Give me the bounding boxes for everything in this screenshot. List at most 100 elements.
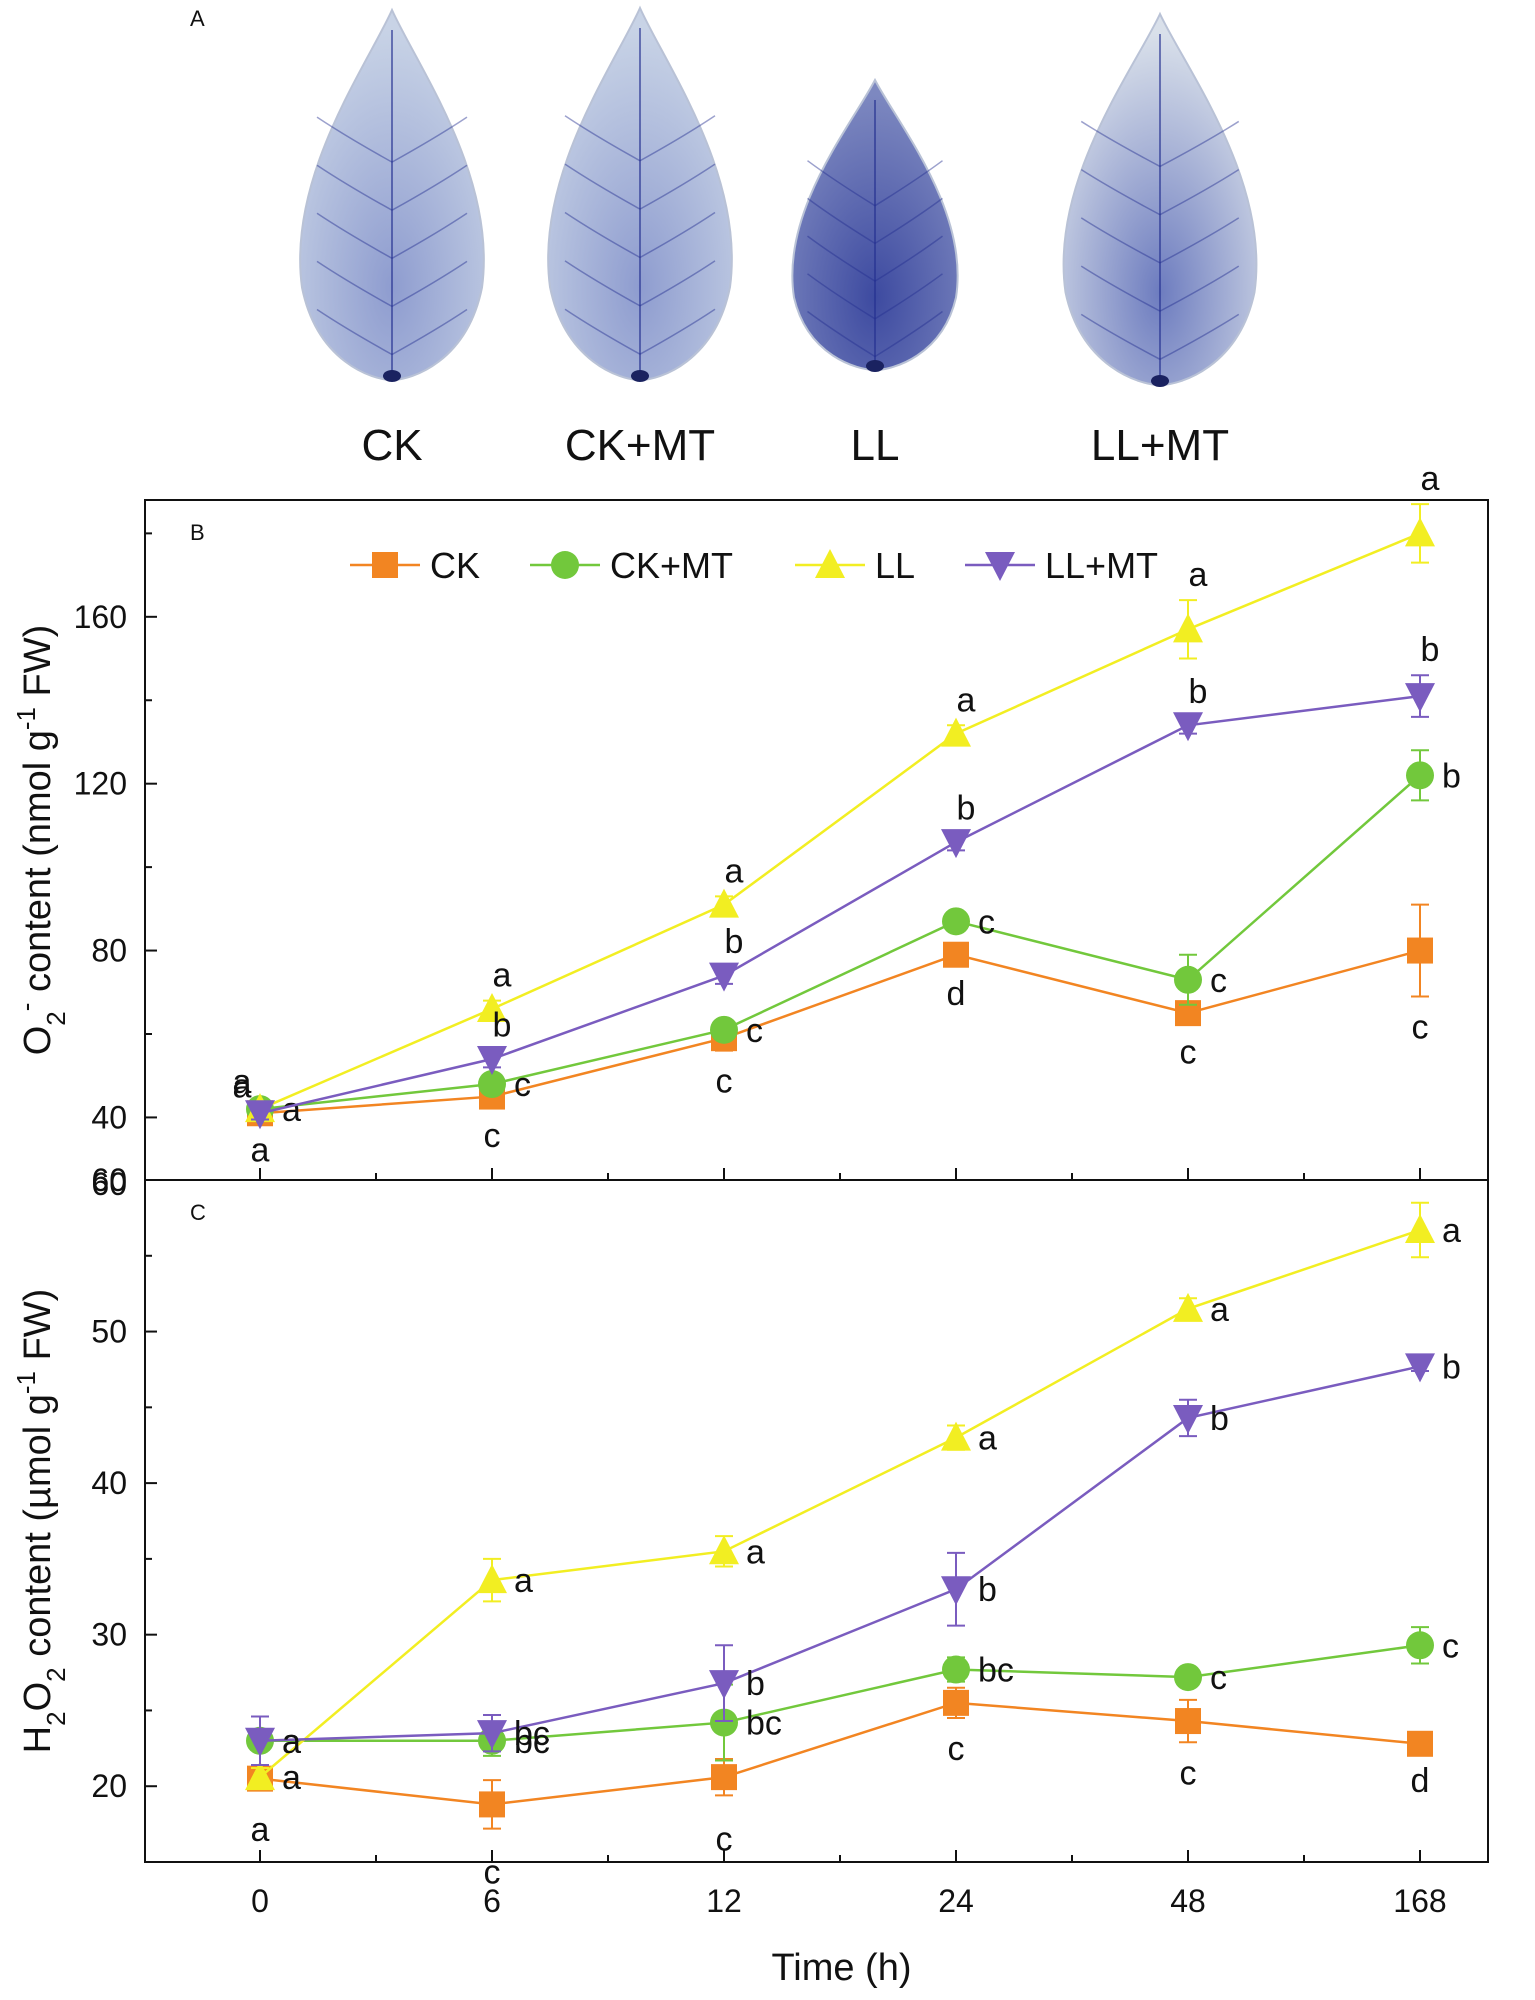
significance-letter: a: [1442, 1212, 1461, 1250]
series-line: [259, 1228, 1421, 1779]
leaf-vein: [391, 308, 468, 356]
significance-letter: b: [493, 1007, 512, 1045]
leaf-vein: [1080, 217, 1161, 264]
significance-letter: c: [716, 1820, 733, 1858]
leaf-vein: [316, 116, 393, 163]
leaf-vein: [874, 197, 943, 245]
leaf-petiole: [866, 360, 884, 372]
significance-letter: c: [1180, 1754, 1197, 1792]
y-tick-label: 30: [91, 1617, 127, 1653]
y-tick-label: 80: [91, 933, 127, 969]
legend-label: LL+MT: [1045, 545, 1158, 586]
series-line: [260, 1644, 1421, 1743]
significance-letter: a: [282, 1759, 301, 1797]
legend-label: CK: [430, 545, 480, 586]
significance-letter: a: [233, 1063, 252, 1101]
data-point: [1406, 761, 1434, 790]
y-tick-label: 40: [91, 1099, 127, 1135]
legend-item: CK+MT: [530, 545, 733, 586]
significance-letter: a: [282, 1723, 301, 1761]
leaf-vein: [874, 310, 943, 358]
significance-letter: d: [1411, 1762, 1430, 1800]
y-tick-label: 60: [91, 1166, 127, 1202]
leaf-vein: [807, 160, 876, 207]
plot-frame: [144, 1179, 1489, 1863]
significance-letter: b: [1189, 673, 1208, 711]
significance-letter: c: [746, 1012, 763, 1050]
data-point: [710, 1015, 738, 1044]
significance-letter: d: [947, 975, 966, 1013]
data-point: [1405, 517, 1435, 547]
leaf-vein: [807, 197, 876, 245]
data-point: [477, 1564, 507, 1594]
series-line: [259, 532, 1421, 1111]
y-tick-label: 60: [91, 1162, 127, 1198]
leaf-petiole: [1151, 375, 1169, 387]
plot-frame: [144, 499, 1489, 1181]
significance-letter: bc: [514, 1723, 550, 1761]
leaf-group: CK CK+MT LL LL+MT: [299, 5, 1258, 470]
leaf-vein: [874, 235, 943, 282]
significance-letter: b: [978, 1571, 997, 1609]
legend-marker: [815, 549, 845, 578]
data-point: [1174, 965, 1202, 994]
significance-letter: a: [1189, 556, 1208, 594]
significance-letter: a: [282, 1091, 301, 1129]
x-tick-label: 0: [251, 1883, 269, 1919]
data-point: [709, 962, 739, 992]
data-point: [941, 1421, 971, 1451]
significance-letter: bc: [514, 1715, 550, 1753]
panel-tag: C: [190, 1200, 206, 1225]
legend-item: LL+MT: [965, 545, 1158, 586]
leaf-vein: [316, 212, 393, 259]
data-point: [942, 907, 970, 936]
significance-letter: a: [493, 957, 512, 995]
panel-a-tag: A: [190, 6, 205, 31]
legend-marker: [551, 551, 579, 579]
data-point: [1405, 1214, 1435, 1244]
significance-letter: b: [1210, 1400, 1229, 1438]
significance-letter: a: [514, 1562, 533, 1600]
data-point: [477, 992, 507, 1022]
series-line: [259, 1365, 1421, 1743]
data-point: [245, 1761, 275, 1791]
leaf-vein: [1080, 120, 1161, 168]
significance-letter: c: [484, 1117, 501, 1155]
significance-letter: c: [1210, 1659, 1227, 1697]
panel-b-superoxide-chart: B 40 80 120 160 60 O2- content (nmol g-1 FW) a c…: [11, 460, 1489, 1202]
leaf-vein: [391, 164, 468, 211]
y-tick-label: 120: [74, 766, 127, 802]
leaf-vein: [564, 260, 641, 307]
data-point: [710, 1708, 738, 1737]
leaf-vein: [639, 115, 716, 162]
data-point: [1175, 1708, 1201, 1735]
panel-a-leaves: A CK CK+MT LL LL+MT: [190, 5, 1258, 470]
significance-letter: b: [1421, 631, 1440, 669]
data-point: [943, 941, 969, 968]
significance-letter: c: [1412, 1008, 1429, 1046]
series-line: [259, 774, 1421, 1111]
panel-tag: B: [190, 520, 205, 545]
data-point: [1173, 1292, 1203, 1322]
x-tick-label: 6: [483, 1883, 501, 1919]
leaf-label: CK: [361, 421, 422, 470]
leaf-label: CK+MT: [565, 421, 715, 470]
leaf-vein: [874, 160, 943, 207]
significance-letter: a: [282, 1723, 301, 1761]
leaf-vein: [1159, 120, 1240, 168]
significance-letter: c: [1210, 962, 1227, 1000]
significance-letter: c: [978, 903, 995, 941]
leaf-vein: [1080, 313, 1161, 361]
leaf-vein: [316, 308, 393, 356]
leaf-vein: [316, 164, 393, 211]
leaf-vein: [639, 211, 716, 259]
data-point: [1173, 1404, 1203, 1434]
significance-letter: c: [514, 1066, 531, 1104]
data-point: [709, 888, 739, 918]
